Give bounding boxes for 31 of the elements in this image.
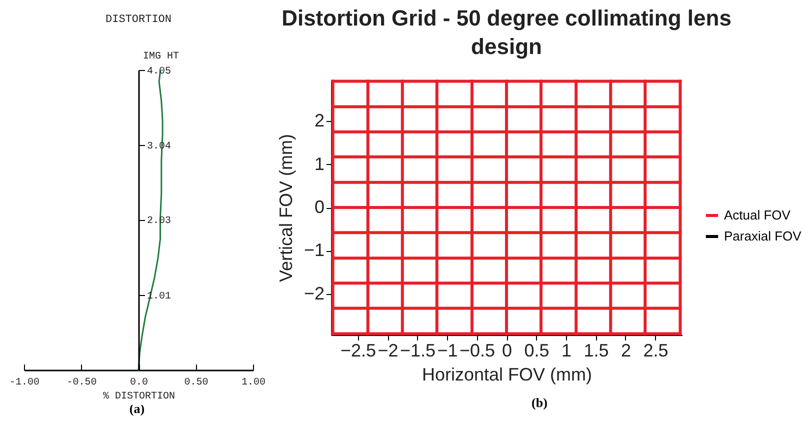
legend-label: Paraxial FOV bbox=[724, 228, 802, 244]
y-tick-label: 2 bbox=[314, 110, 324, 131]
x-tick-label: 2 bbox=[620, 340, 631, 360]
y-tick-label: −1 bbox=[304, 240, 324, 260]
y-tick-label: 1 bbox=[314, 154, 324, 174]
y-axis-title: IMG HT bbox=[143, 52, 180, 62]
legend-label: Actual FOV bbox=[724, 208, 791, 222]
x-axis-title: % DISTORTION bbox=[102, 392, 176, 402]
chart-title: Distortion Grid - 50 degree collimating lens design bbox=[282, 6, 732, 60]
x-tick-label: −2.5 bbox=[340, 340, 376, 360]
x-tick-label: -1.00 bbox=[9, 378, 40, 388]
text: (a) bbox=[129, 401, 145, 417]
x-axis-title: Horizontal FOV (mm) bbox=[422, 364, 592, 384]
x-tick-label: 1.5 bbox=[584, 340, 609, 360]
x-tick-label: 1.00 bbox=[241, 378, 266, 388]
text: (b) bbox=[532, 395, 548, 411]
x-tick-label: -0.50 bbox=[66, 378, 97, 388]
x-tick-label: 0.5 bbox=[524, 340, 550, 360]
x-tick-label: −1.5 bbox=[400, 340, 436, 360]
x-tick-label: 1 bbox=[561, 340, 572, 360]
x-tick-label: −2 bbox=[378, 340, 398, 360]
y-tick-label: −2 bbox=[304, 283, 324, 304]
x-tick-label: 0.50 bbox=[184, 378, 208, 388]
y-axis-title: Vertical FOV (mm) bbox=[276, 134, 296, 282]
x-tick-label: −0.5 bbox=[459, 340, 496, 360]
x-tick-label: −1 bbox=[437, 340, 458, 360]
x-tick-label: 2.5 bbox=[643, 340, 668, 360]
y-tick-label: 0 bbox=[314, 197, 324, 217]
chart-title: DISTORTION bbox=[105, 14, 172, 26]
x-tick-label: 0.0 bbox=[130, 378, 148, 388]
x-tick-label: 0 bbox=[502, 340, 512, 360]
